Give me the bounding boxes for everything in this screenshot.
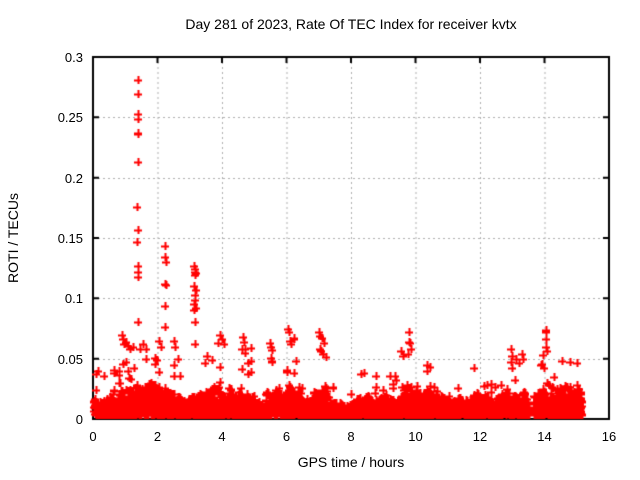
x-tick-label: 4 <box>218 429 226 444</box>
x-tick-label: 14 <box>537 429 552 444</box>
y-tick-label: 0.3 <box>64 50 83 65</box>
y-axis-title: ROTI / TECUs <box>5 193 21 283</box>
x-tick-label: 12 <box>472 429 488 444</box>
y-tick-label: 0.2 <box>64 170 83 186</box>
y-tick-label: 0 <box>75 412 83 427</box>
x-tick-label: 10 <box>408 429 423 444</box>
x-tick-label: 16 <box>601 429 617 444</box>
x-tick-label: 8 <box>347 429 355 444</box>
y-tick-label: 0.15 <box>57 231 83 246</box>
y-tick-label: 0.1 <box>64 291 83 307</box>
x-tick-label: 6 <box>282 429 291 444</box>
y-tick-label: 0.25 <box>57 110 83 126</box>
x-tick-label: 0 <box>89 429 97 444</box>
y-tick-label: 0.05 <box>57 351 83 367</box>
chart-title: Day 281 of 2023, Rate Of TEC Index for r… <box>185 16 517 32</box>
x-axis-title: GPS time / hours <box>297 454 405 470</box>
x-tick-label: 2 <box>153 429 162 444</box>
